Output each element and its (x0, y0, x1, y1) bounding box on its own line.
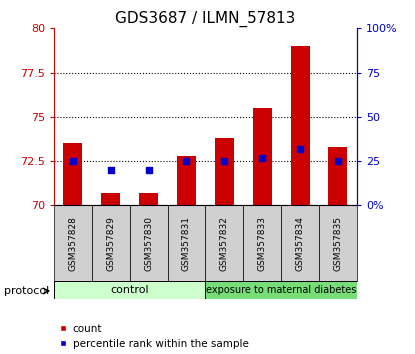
Point (145, 167, 152, 173)
Bar (319, 205, 357, 281)
Bar (54, 281, 205, 299)
Title: GDS3687 / ILMN_57813: GDS3687 / ILMN_57813 (115, 11, 295, 27)
Text: protocol: protocol (4, 286, 49, 296)
Bar (215, 138, 234, 205)
Bar (54, 205, 92, 281)
Bar (63, 143, 82, 205)
Bar (205, 281, 357, 299)
Text: GSM357829: GSM357829 (106, 216, 115, 271)
Bar (168, 205, 205, 281)
Point (334, 158, 341, 164)
Point (70, 158, 76, 164)
Bar (281, 205, 319, 281)
Bar (101, 193, 120, 205)
Text: exposure to maternal diabetes: exposure to maternal diabetes (206, 285, 356, 295)
Text: GSM357834: GSM357834 (295, 216, 305, 271)
Bar (329, 147, 347, 205)
Text: GSM357835: GSM357835 (334, 216, 342, 271)
Bar (139, 193, 158, 205)
Bar (243, 205, 281, 281)
Bar (129, 205, 168, 281)
Point (259, 155, 266, 160)
Point (221, 158, 228, 164)
Text: control: control (110, 285, 149, 295)
Point (297, 146, 303, 152)
Bar (290, 46, 310, 205)
Bar (177, 156, 196, 205)
Bar (92, 205, 129, 281)
Legend: count, percentile rank within the sample: count, percentile rank within the sample (59, 324, 249, 349)
Bar (253, 108, 272, 205)
Text: GSM357828: GSM357828 (68, 216, 77, 271)
Text: GSM357832: GSM357832 (220, 216, 229, 271)
Bar (205, 205, 243, 281)
Point (107, 167, 114, 173)
Text: GSM357831: GSM357831 (182, 216, 191, 271)
Text: GSM357830: GSM357830 (144, 216, 153, 271)
Point (183, 158, 190, 164)
Text: GSM357833: GSM357833 (258, 216, 267, 271)
